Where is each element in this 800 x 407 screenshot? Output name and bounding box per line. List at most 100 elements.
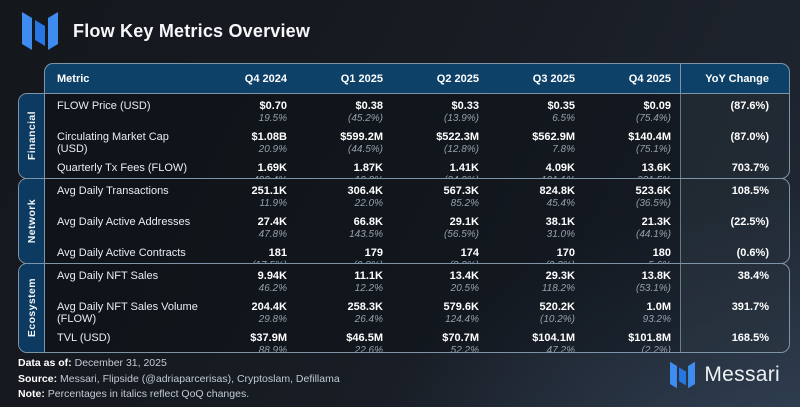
qoq-change: 6.5% (552, 113, 575, 124)
quarter-cell: 21.3K (44.1%) (584, 210, 680, 241)
qoq-change: (13.9%) (443, 113, 479, 124)
metric-value: 1.69K (257, 162, 287, 174)
metric-value: $70.7M (442, 332, 479, 344)
metric-value: $101.8M (628, 332, 671, 344)
metric-label: Avg Daily NFT Sales (57, 270, 159, 282)
qoq-change: (44.5%) (347, 144, 383, 155)
metric-value: 1.41K (449, 162, 479, 174)
column-header-metric: Metric (57, 73, 90, 85)
metric-value: $37.9M (250, 332, 287, 344)
qoq-change: 191.1% (488, 175, 575, 178)
qoq-change: 124.4% (445, 314, 479, 325)
qoq-change: (2.2%) (641, 345, 671, 353)
metric-label: Avg Daily Active Contracts (57, 247, 186, 259)
group-label-network: Network (19, 179, 45, 263)
qoq-change: 47.8% (258, 229, 287, 240)
metric-label: TVL (USD) (57, 332, 111, 344)
metric-value: $0.35 (547, 100, 575, 112)
metric-value: 13.8K (641, 270, 671, 282)
metric-value: 306.4K (347, 185, 383, 197)
qoq-change: 31.0% (546, 229, 575, 240)
metric-value: 174 (460, 247, 479, 259)
quarter-cell: 4.09K191.1% (488, 156, 584, 178)
column-header-q1-2025: Q1 2025 (340, 73, 383, 85)
metric-value: $0.09 (643, 100, 671, 112)
quarter-cell: $0.09 (75.4%) (584, 94, 680, 125)
table-row: TVL (USD) $37.9M 88.9% $46.5M 22.6% $70.7M… (45, 326, 789, 353)
qoq-change: 45.4% (546, 198, 575, 209)
qoq-change: (36.5%) (635, 198, 671, 209)
metric-value: 38.1K (545, 216, 575, 228)
quarter-cell: $0.70 19.5% (200, 94, 296, 125)
metric-value: 1.0M (646, 301, 671, 313)
column-header-yoy-change: YoY Change (680, 64, 789, 94)
metric-value: $1.08B (251, 131, 287, 143)
metric-value: 11.1K (354, 270, 383, 282)
quarter-cell: $1.08B 20.9% (200, 125, 296, 156)
qoq-change: (24.9%) (392, 175, 479, 178)
qoq-change: 490.4% (200, 175, 287, 178)
qoq-change: 26.4% (354, 314, 383, 325)
quarter-cell: $104.1M 47.2% (488, 326, 584, 352)
quarter-cell: 520.2K (10.2%) (488, 295, 584, 326)
qoq-change: (2.2%) (488, 260, 575, 263)
column-header-q2-2025: Q2 2025 (436, 73, 479, 85)
qoq-change: (45.2%) (347, 113, 383, 124)
qoq-change: 5.6% (584, 260, 671, 263)
table-header-row: Metric Q4 2024 Q1 2025 Q2 2025 Q3 2025 Q… (44, 63, 790, 94)
quarter-cell: 251.1K 11.9% (200, 179, 296, 210)
quarter-cell: 258.3K 26.4% (296, 295, 392, 326)
quarter-cell: 38.1K 31.0% (488, 210, 584, 241)
qoq-change: 20.9% (258, 144, 287, 155)
qoq-change: 7.8% (552, 144, 575, 155)
metrics-table: Metric Q4 2024 Q1 2025 Q2 2025 Q3 2025 Q… (18, 63, 790, 353)
metric-value: $46.5M (346, 332, 383, 344)
quarter-cell: 179(0.8%) (296, 241, 392, 263)
quarter-cell: 174(3.0%) (392, 241, 488, 263)
qoq-change: 29.8% (258, 314, 287, 325)
quarter-cell: 181(17.5%) (200, 241, 296, 263)
metric-value: 4.09K (545, 162, 575, 174)
qoq-change: 12.2% (354, 283, 383, 294)
metric-value: 29.1K (449, 216, 479, 228)
metric-label: FLOW Price (USD) (57, 100, 151, 112)
messari-logo-icon (22, 12, 58, 50)
qoq-change: (56.5%) (443, 229, 479, 240)
qoq-change: (44.1%) (635, 229, 671, 240)
metric-value: $0.70 (259, 100, 287, 112)
quarter-cell: 567.3K 85.2% (392, 179, 488, 210)
quarter-cell: $101.8M (2.2%) (584, 326, 680, 353)
metric-value: $0.33 (451, 100, 479, 112)
qoq-change: 52.2% (450, 345, 479, 353)
group-label-ecosystem: Ecosystem (19, 264, 45, 352)
qoq-change: 46.2% (258, 283, 287, 294)
qoq-change: 19.5% (258, 113, 287, 124)
yoy-value: (87.0%) (680, 125, 789, 156)
quarter-cell: $0.33 (13.9%) (392, 94, 488, 125)
qoq-change: 118.2% (541, 283, 575, 294)
metric-value: $140.4M (628, 131, 671, 143)
quarter-cell: 204.4K 29.8% (200, 295, 296, 326)
metric-value: 1.87K (353, 162, 383, 174)
quarter-cell: $599.2M (44.5%) (296, 125, 392, 156)
group-financial: Financial FLOW Price (USD) $0.70 19.5% $0… (18, 93, 790, 179)
footer-notes: Data as of: December 31, 2025 Source: Me… (18, 356, 340, 403)
yoy-value: 38.4% (680, 264, 789, 295)
metric-value: 180 (652, 247, 671, 259)
qoq-change: (17.5%) (200, 260, 287, 263)
quarter-cell: 13.8K (53.1%) (584, 264, 680, 295)
quarter-cell: $562.9M 7.8% (488, 125, 584, 156)
table-row: Circulating Market Cap (USD) $1.08B 20.9%… (45, 125, 789, 156)
title-bar: Flow Key Metrics Overview (22, 11, 310, 51)
messari-logo-icon (670, 361, 696, 389)
qoq-change: 22.0% (354, 198, 383, 209)
messari-wordmark: Messari (670, 361, 780, 389)
quarter-cell: 170(2.2%) (488, 241, 584, 263)
table-row: Avg Daily Active Addresses 27.4K 47.8% 66… (45, 210, 789, 241)
column-header-q4-2024: Q4 2024 (244, 73, 287, 85)
quarter-cell: 13.4K 20.5% (392, 264, 488, 295)
metric-value: 66.8K (353, 216, 383, 228)
qoq-change: (75.4%) (635, 113, 671, 124)
quarter-cell: 13.6K231.5% (584, 156, 680, 178)
